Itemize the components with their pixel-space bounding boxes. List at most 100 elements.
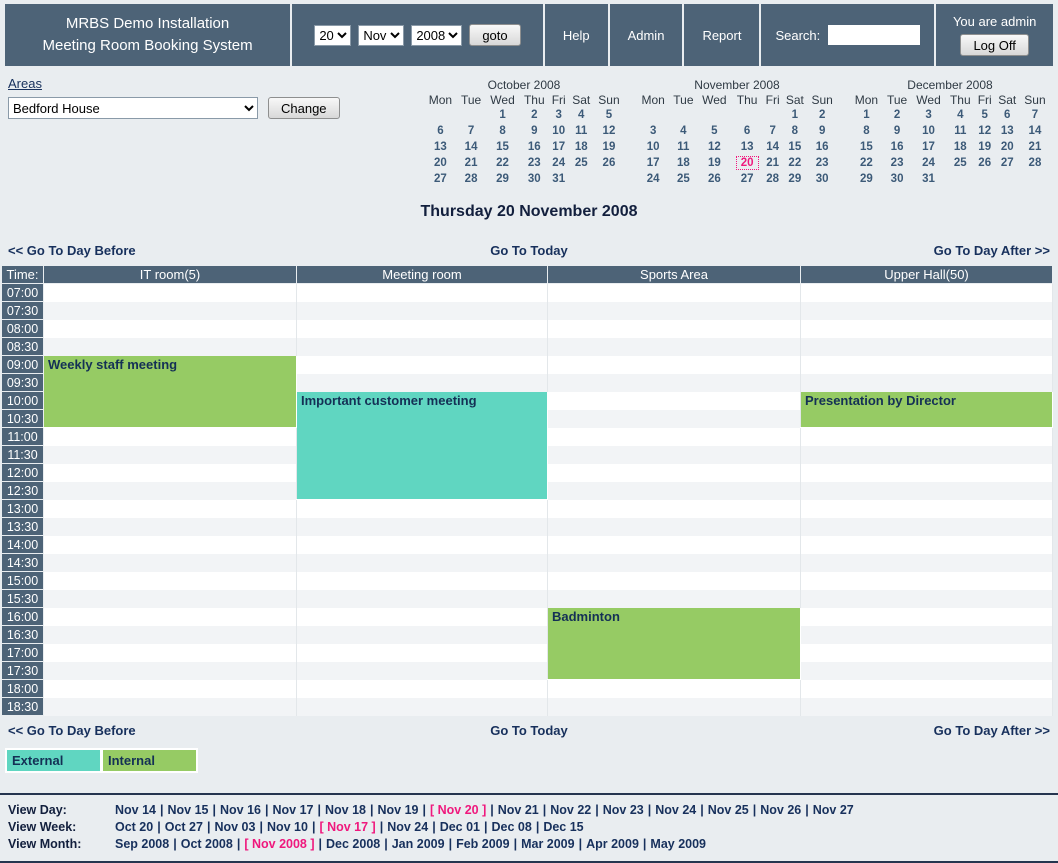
empty-slot[interactable] xyxy=(800,535,1053,554)
year-select[interactable]: 2008 xyxy=(411,24,463,46)
empty-slot[interactable] xyxy=(43,661,297,680)
calendar-day-cell[interactable]: 3 xyxy=(911,107,945,123)
empty-slot[interactable] xyxy=(547,535,801,554)
calendar-day-cell[interactable]: 13 xyxy=(995,123,1020,139)
empty-slot[interactable] xyxy=(800,517,1053,536)
help-link[interactable]: Help xyxy=(562,27,590,43)
calendar-day-cell[interactable]: 25 xyxy=(946,155,975,171)
empty-slot[interactable] xyxy=(43,571,297,590)
time-label[interactable]: 09:00 xyxy=(1,355,44,374)
footer-date-link[interactable]: Nov 17 xyxy=(272,803,314,817)
calendar-day-cell[interactable]: 22 xyxy=(485,155,519,171)
empty-slot[interactable] xyxy=(800,571,1053,590)
footer-date-link[interactable]: Nov 25 xyxy=(707,803,749,817)
time-label[interactable]: 16:00 xyxy=(1,607,44,626)
calendar-day-cell[interactable]: 21 xyxy=(457,155,485,171)
calendar-day-link[interactable]: 17 xyxy=(922,141,935,153)
room-header[interactable]: Upper Hall(50) xyxy=(800,265,1053,284)
empty-slot[interactable] xyxy=(547,481,801,500)
calendar-day-cell[interactable]: 12 xyxy=(697,139,731,155)
calendar-day-cell[interactable]: 17 xyxy=(637,155,669,171)
empty-slot[interactable] xyxy=(547,355,801,374)
footer-current-item[interactable]: [ Nov 17 ] xyxy=(319,820,376,834)
empty-slot[interactable] xyxy=(800,679,1053,698)
empty-slot[interactable] xyxy=(43,463,297,482)
empty-slot[interactable] xyxy=(296,337,548,356)
empty-slot[interactable] xyxy=(800,355,1053,374)
footer-date-link[interactable]: Dec 08 xyxy=(491,820,532,834)
calendar-day-link[interactable]: 20 xyxy=(434,157,447,169)
calendar-day-cell[interactable]: 31 xyxy=(911,171,945,187)
area-select[interactable]: Bedford House xyxy=(8,97,258,119)
calendar-day-cell[interactable]: 8 xyxy=(485,123,519,139)
time-label[interactable]: 09:30 xyxy=(1,373,44,392)
booking-cell[interactable]: Presentation by Director xyxy=(800,391,1053,428)
footer-date-link[interactable]: Jan 2009 xyxy=(391,837,445,851)
calendar-day-link[interactable]: 27 xyxy=(1000,157,1014,169)
footer-date-link[interactable]: Nov 10 xyxy=(266,820,308,834)
go-day-before-link[interactable]: << Go To Day Before xyxy=(8,723,136,738)
empty-slot[interactable] xyxy=(800,499,1053,518)
calendar-day-cell[interactable]: 19 xyxy=(975,139,995,155)
calendar-day-cell[interactable]: 1 xyxy=(485,107,519,123)
footer-current-item[interactable]: [ Nov 20 ] xyxy=(430,803,487,817)
calendar-day-link[interactable]: 16 xyxy=(815,141,829,153)
empty-slot[interactable] xyxy=(296,499,548,518)
calendar-day-cell[interactable]: 6 xyxy=(424,123,457,139)
empty-slot[interactable] xyxy=(43,607,297,626)
calendar-day-cell[interactable]: 15 xyxy=(850,139,883,155)
footer-date-link[interactable]: Nov 18 xyxy=(325,803,366,817)
booking-cell[interactable]: Weekly staff meeting xyxy=(43,355,297,428)
time-label[interactable]: 13:30 xyxy=(1,517,44,536)
empty-slot[interactable] xyxy=(800,427,1053,446)
day-select[interactable]: 20 xyxy=(314,24,352,46)
time-label[interactable]: 08:30 xyxy=(1,337,44,356)
calendar-day-cell[interactable]: 19 xyxy=(594,139,624,155)
empty-slot[interactable] xyxy=(547,409,801,428)
empty-slot[interactable] xyxy=(296,661,548,680)
calendar-day-link[interactable]: 25 xyxy=(676,173,690,185)
calendar-day-cell[interactable]: 14 xyxy=(1020,123,1050,139)
empty-slot[interactable] xyxy=(43,697,297,716)
empty-slot[interactable] xyxy=(547,337,801,356)
footer-date-link[interactable]: Nov 15 xyxy=(167,803,209,817)
calendar-month-title[interactable]: October 2008 xyxy=(487,78,561,92)
time-label[interactable]: 14:00 xyxy=(1,535,44,554)
time-label[interactable]: 10:00 xyxy=(1,391,44,410)
calendar-day-cell[interactable]: 27 xyxy=(731,171,763,187)
calendar-day-link[interactable]: 25 xyxy=(953,157,967,169)
calendar-day-cell[interactable]: 28 xyxy=(763,171,782,187)
calendar-day-cell[interactable]: 21 xyxy=(1020,139,1050,155)
calendar-day-cell[interactable]: 21 xyxy=(763,155,782,171)
calendar-day-cell[interactable]: 27 xyxy=(995,155,1020,171)
empty-slot[interactable] xyxy=(43,625,297,644)
go-day-after-link[interactable]: Go To Day After >> xyxy=(933,723,1050,738)
calendar-day-cell[interactable]: 4 xyxy=(669,123,697,139)
empty-slot[interactable] xyxy=(296,553,548,572)
time-label[interactable]: 12:30 xyxy=(1,481,44,500)
calendar-day-cell[interactable]: 10 xyxy=(911,123,945,139)
footer-date-link[interactable]: Nov 27 xyxy=(812,803,854,817)
empty-slot[interactable] xyxy=(43,427,297,446)
calendar-day-link[interactable]: 26 xyxy=(707,173,721,185)
calendar-day-link[interactable]: 13 xyxy=(434,141,447,153)
calendar-day-cell[interactable]: 24 xyxy=(911,155,945,171)
empty-slot[interactable] xyxy=(800,481,1053,500)
calendar-day-cell[interactable]: 11 xyxy=(946,123,975,139)
calendar-day-link[interactable]: 30 xyxy=(890,173,904,185)
calendar-day-link[interactable]: 2 xyxy=(893,109,901,121)
empty-slot[interactable] xyxy=(547,697,801,716)
empty-slot[interactable] xyxy=(296,571,548,590)
time-label[interactable]: 12:00 xyxy=(1,463,44,482)
calendar-day-cell[interactable]: 29 xyxy=(485,171,519,187)
calendar-day-link[interactable]: 27 xyxy=(740,173,754,185)
empty-slot[interactable] xyxy=(547,553,801,572)
footer-date-link[interactable]: Apr 2009 xyxy=(586,837,639,851)
calendar-day-link[interactable]: 2 xyxy=(531,109,538,121)
calendar-day-link[interactable]: 14 xyxy=(464,141,478,153)
empty-slot[interactable] xyxy=(43,553,297,572)
empty-slot[interactable] xyxy=(547,571,801,590)
calendar-day-cell[interactable]: 28 xyxy=(457,171,485,187)
empty-slot[interactable] xyxy=(43,643,297,662)
footer-date-link[interactable]: Nov 19 xyxy=(377,803,419,817)
